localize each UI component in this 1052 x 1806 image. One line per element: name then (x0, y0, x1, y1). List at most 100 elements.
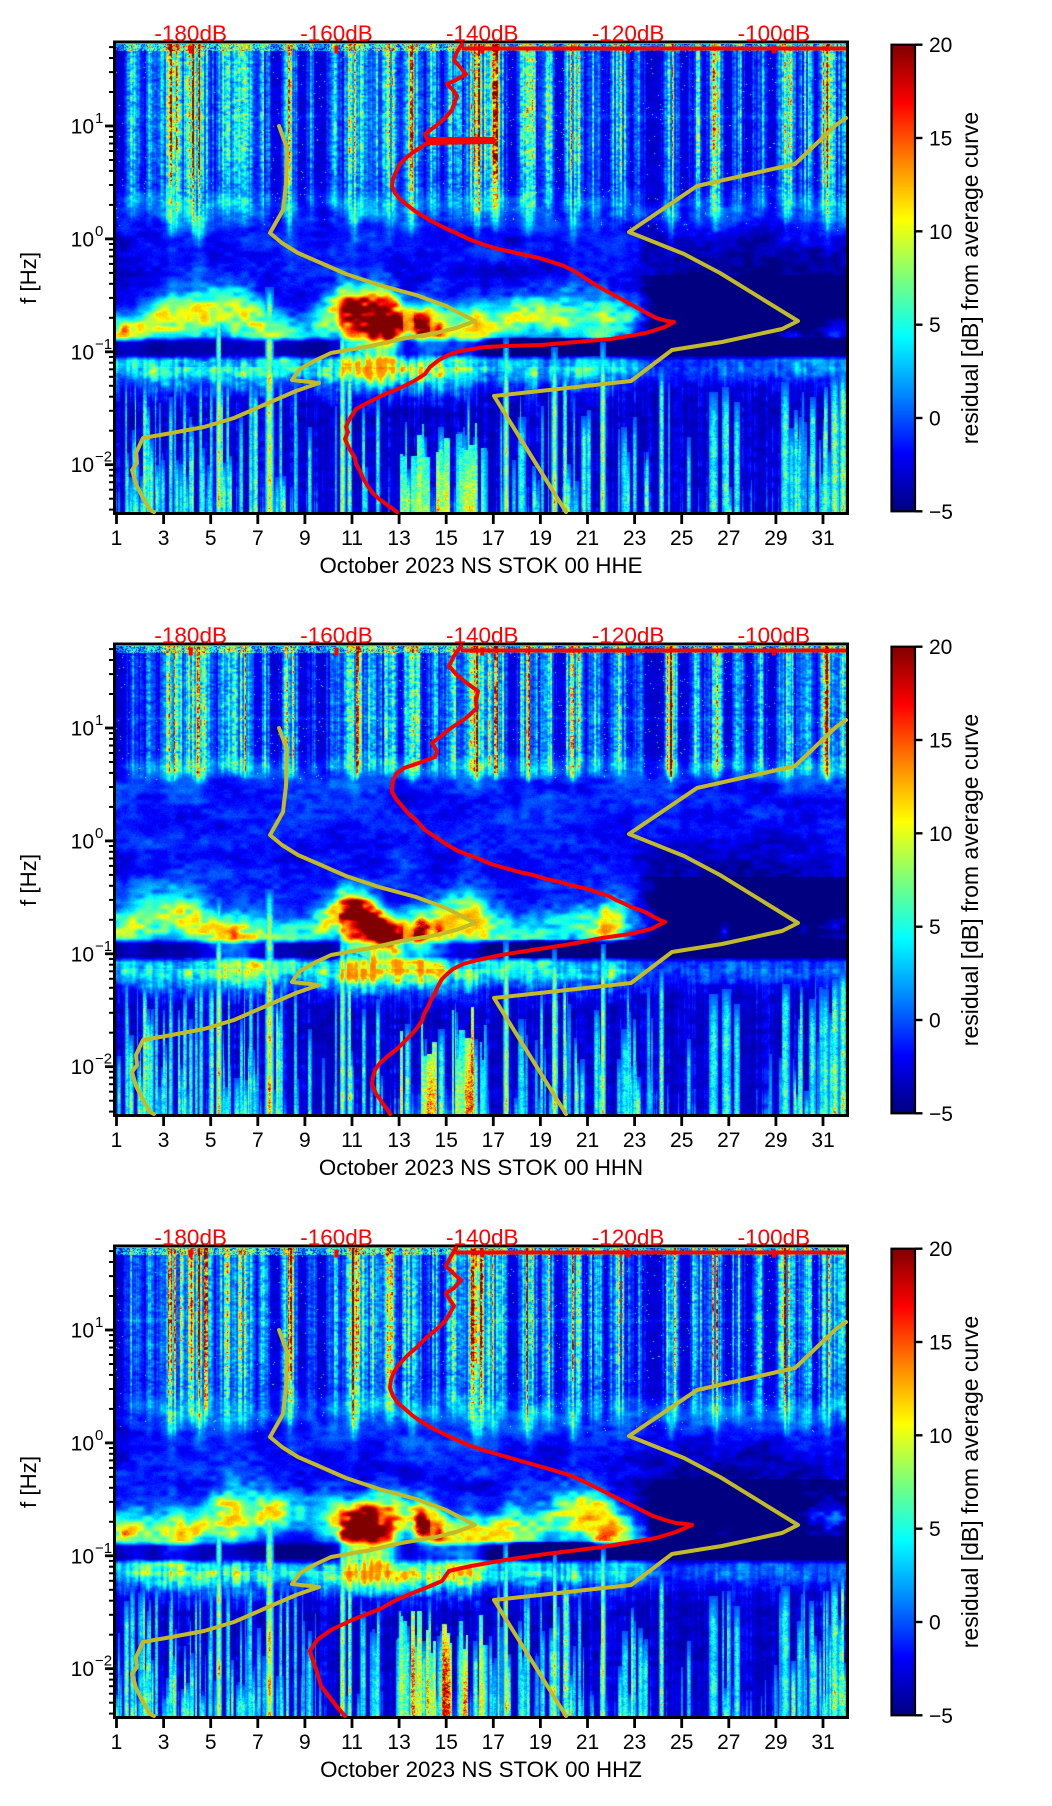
svg-text:17: 17 (482, 527, 505, 550)
svg-text:29: 29 (764, 527, 787, 550)
svg-text:3: 3 (158, 1731, 170, 1754)
svg-text:10: 10 (71, 1056, 94, 1079)
svg-text:1: 1 (111, 527, 123, 550)
svg-text:−2: −2 (95, 1653, 112, 1670)
svg-text:-160dB: -160dB (300, 21, 373, 46)
svg-text:25: 25 (670, 1129, 693, 1152)
svg-text:3: 3 (158, 1129, 170, 1152)
svg-text:October 2023 NS STOK 00 HHE: October 2023 NS STOK 00 HHE (319, 553, 642, 578)
svg-text:1: 1 (95, 1314, 103, 1331)
svg-text:29: 29 (764, 1129, 787, 1152)
svg-text:17: 17 (482, 1129, 505, 1152)
svg-text:9: 9 (299, 1129, 311, 1152)
svg-text:-160dB: -160dB (300, 1225, 373, 1250)
svg-text:-120dB: -120dB (592, 21, 665, 46)
svg-text:21: 21 (576, 1731, 599, 1754)
svg-text:21: 21 (576, 527, 599, 550)
svg-text:13: 13 (387, 1731, 410, 1754)
svg-text:-180dB: -180dB (154, 21, 227, 46)
svg-text:10: 10 (71, 830, 94, 853)
svg-text:11: 11 (341, 527, 363, 550)
svg-text:29: 29 (764, 1731, 787, 1754)
svg-text:20: 20 (929, 34, 952, 57)
svg-text:7: 7 (252, 1731, 264, 1754)
svg-text:10: 10 (71, 341, 94, 364)
svg-text:9: 9 (299, 527, 311, 550)
svg-text:0: 0 (95, 825, 103, 842)
svg-text:10: 10 (71, 454, 94, 477)
svg-text:23: 23 (623, 1731, 646, 1754)
svg-text:−1: −1 (95, 1540, 112, 1557)
svg-text:0: 0 (929, 1010, 941, 1033)
svg-text:-120dB: -120dB (592, 1225, 665, 1250)
svg-text:15: 15 (435, 1731, 458, 1754)
svg-text:-120dB: -120dB (592, 623, 665, 648)
svg-text:19: 19 (529, 1129, 552, 1152)
svg-text:-100dB: -100dB (738, 623, 811, 648)
svg-text:−2: −2 (95, 1051, 112, 1068)
svg-text:27: 27 (717, 1731, 740, 1754)
svg-text:10: 10 (929, 1425, 952, 1448)
svg-text:27: 27 (717, 1129, 740, 1152)
svg-text:-100dB: -100dB (738, 21, 811, 46)
svg-text:10: 10 (71, 943, 94, 966)
svg-text:5: 5 (205, 1731, 217, 1754)
svg-text:-180dB: -180dB (154, 1225, 227, 1250)
svg-text:0: 0 (95, 223, 103, 240)
svg-text:11: 11 (341, 1731, 363, 1754)
svg-text:10: 10 (929, 221, 952, 244)
svg-text:7: 7 (252, 527, 264, 550)
svg-text:−2: −2 (95, 449, 112, 466)
svg-text:-180dB: -180dB (154, 623, 227, 648)
svg-text:-140dB: -140dB (446, 21, 519, 46)
svg-text:October 2023 NS STOK 00 HHZ: October 2023 NS STOK 00 HHZ (320, 1757, 642, 1782)
svg-text:9: 9 (299, 1731, 311, 1754)
svg-text:15: 15 (435, 527, 458, 550)
svg-text:19: 19 (529, 527, 552, 550)
svg-text:27: 27 (717, 527, 740, 550)
svg-text:23: 23 (623, 1129, 646, 1152)
svg-text:5: 5 (929, 314, 941, 337)
svg-text:−1: −1 (95, 336, 112, 353)
svg-text:10: 10 (71, 1545, 94, 1568)
svg-text:1: 1 (111, 1129, 123, 1152)
svg-text:15: 15 (435, 1129, 458, 1152)
svg-text:0: 0 (929, 408, 941, 431)
svg-text:25: 25 (670, 527, 693, 550)
svg-text:17: 17 (482, 1731, 505, 1754)
svg-text:21: 21 (576, 1129, 599, 1152)
svg-text:5: 5 (929, 1518, 941, 1541)
svg-text:13: 13 (387, 1129, 410, 1152)
svg-text:19: 19 (529, 1731, 552, 1754)
svg-text:31: 31 (811, 527, 834, 550)
svg-text:1: 1 (95, 712, 103, 729)
svg-text:-140dB: -140dB (446, 623, 519, 648)
svg-text:October 2023 NS STOK 00 HHN: October 2023 NS STOK 00 HHN (319, 1155, 643, 1180)
svg-text:13: 13 (387, 527, 410, 550)
svg-text:−5: −5 (929, 1705, 953, 1728)
svg-text:10: 10 (71, 1432, 94, 1455)
svg-text:15: 15 (929, 128, 952, 151)
svg-text:5: 5 (205, 1129, 217, 1152)
svg-text:1: 1 (95, 110, 103, 127)
svg-text:f [Hz]: f [Hz] (16, 854, 41, 906)
svg-text:15: 15 (929, 730, 952, 753)
svg-text:−5: −5 (929, 1103, 953, 1126)
svg-text:23: 23 (623, 527, 646, 550)
svg-text:20: 20 (929, 1238, 952, 1261)
svg-text:1: 1 (111, 1731, 123, 1754)
svg-text:15: 15 (929, 1332, 952, 1355)
svg-text:0: 0 (929, 1612, 941, 1635)
svg-text:f [Hz]: f [Hz] (16, 1456, 41, 1508)
svg-text:10: 10 (71, 718, 94, 741)
svg-text:0: 0 (95, 1427, 103, 1444)
svg-text:residual [dB] from average cur: residual [dB] from average curve (957, 1316, 983, 1648)
svg-text:residual [dB] from average cur: residual [dB] from average curve (957, 714, 983, 1046)
svg-text:10: 10 (71, 1658, 94, 1681)
svg-text:10: 10 (71, 228, 94, 251)
svg-text:5: 5 (205, 527, 217, 550)
svg-text:7: 7 (252, 1129, 264, 1152)
svg-text:residual [dB] from average cur: residual [dB] from average curve (957, 112, 983, 444)
svg-text:10: 10 (71, 116, 94, 139)
svg-text:−1: −1 (95, 938, 112, 955)
